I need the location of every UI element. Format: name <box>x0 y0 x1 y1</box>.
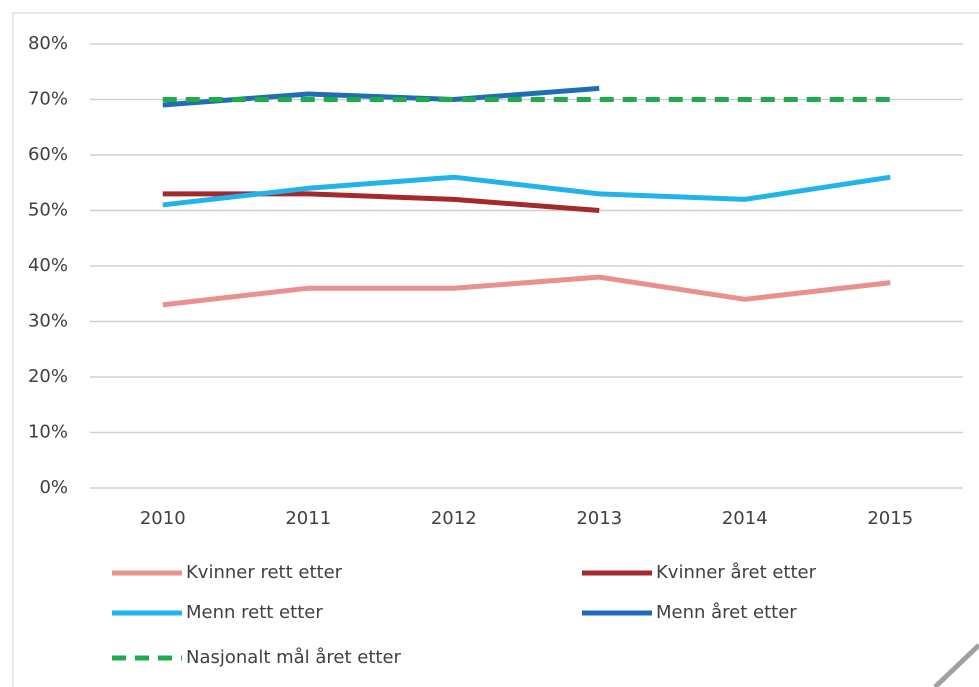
y-tick-label: 30% <box>28 311 68 332</box>
x-tick-label: 2010 <box>140 508 186 529</box>
series-line <box>162 274 891 308</box>
x-tick-label: 2014 <box>722 508 768 529</box>
series-line <box>162 85 600 108</box>
legend-label: Menn rett etter <box>186 602 323 623</box>
corner-decoration <box>933 643 979 687</box>
series-line <box>162 191 600 213</box>
legend-label: Kvinner rett etter <box>186 562 343 583</box>
y-tick-label: 0% <box>39 477 68 498</box>
series-line <box>162 174 891 208</box>
x-tick-label: 2015 <box>867 508 913 529</box>
y-tick-label: 40% <box>28 255 68 276</box>
y-tick-label: 50% <box>28 200 68 221</box>
y-tick-label: 10% <box>28 422 68 443</box>
y-tick-label: 20% <box>28 366 68 387</box>
chart-frame <box>12 12 979 687</box>
y-tick-label: 70% <box>28 89 68 110</box>
x-tick-label: 2013 <box>576 508 622 529</box>
legend-label: Menn året etter <box>656 602 797 623</box>
y-tick-label: 60% <box>28 144 68 165</box>
x-tick-label: 2012 <box>431 508 477 529</box>
legend-label: Nasjonalt mål året etter <box>186 647 402 668</box>
y-tick-label: 80% <box>28 33 68 54</box>
legend-label: Kvinner året etter <box>656 562 817 583</box>
x-tick-label: 2011 <box>285 508 331 529</box>
